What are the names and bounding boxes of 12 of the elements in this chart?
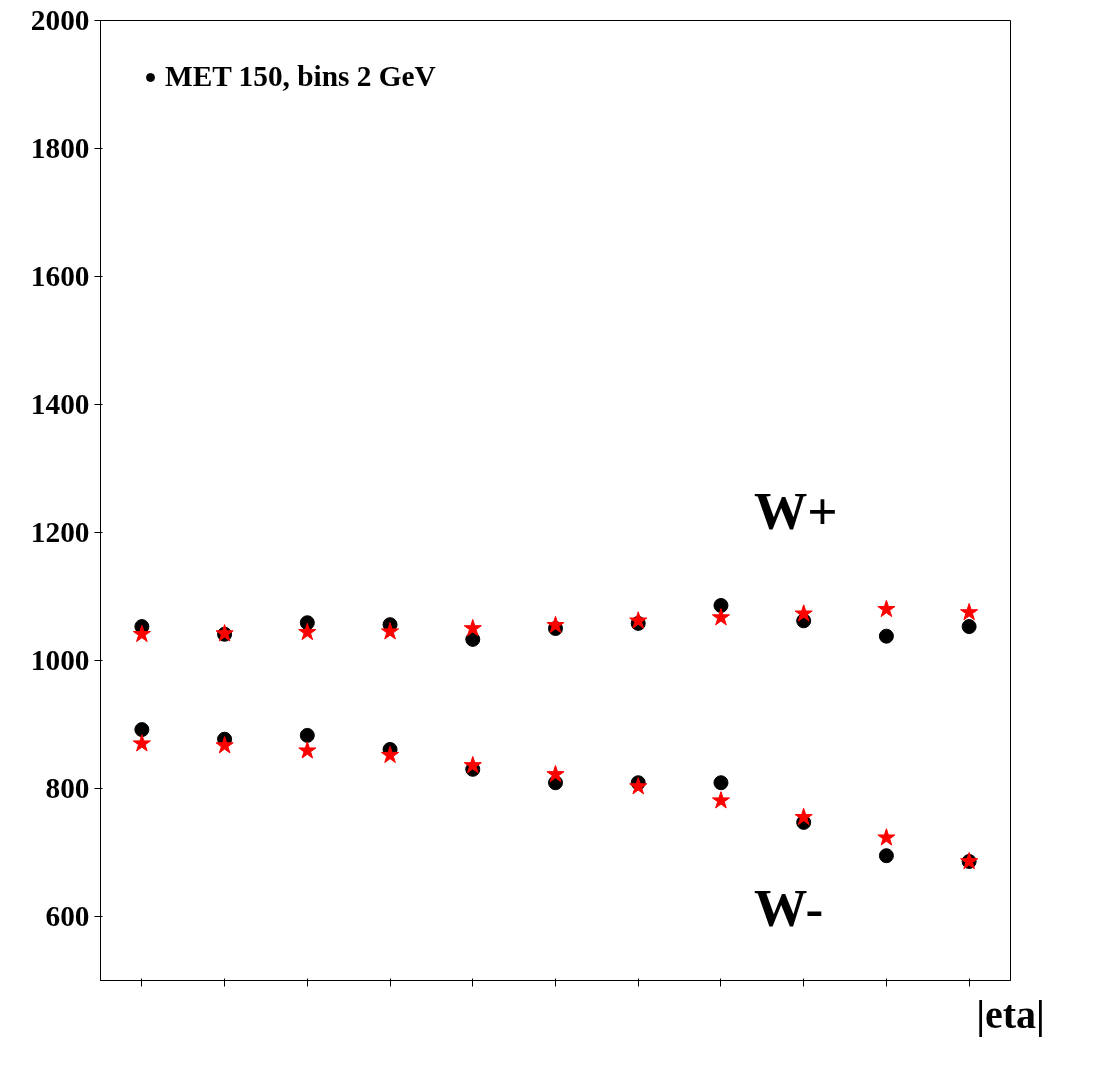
legend-label: MET 150, bins 2 GeV — [165, 60, 436, 93]
y-tick-label: 1200 — [30, 516, 90, 548]
y-tick-label: 2000 — [30, 4, 90, 36]
y-tick-label: 1000 — [30, 644, 90, 676]
y-tick-label: 800 — [45, 772, 90, 804]
y-tick-label: 1600 — [30, 260, 90, 292]
y-tick-label: 1400 — [30, 388, 90, 420]
y-tick-label: 1800 — [30, 132, 90, 164]
x-axis-title: |eta| — [976, 991, 1045, 1037]
y-tick-label: 600 — [45, 900, 90, 932]
annotation: W+ — [754, 481, 838, 542]
annotation: W- — [754, 878, 824, 939]
